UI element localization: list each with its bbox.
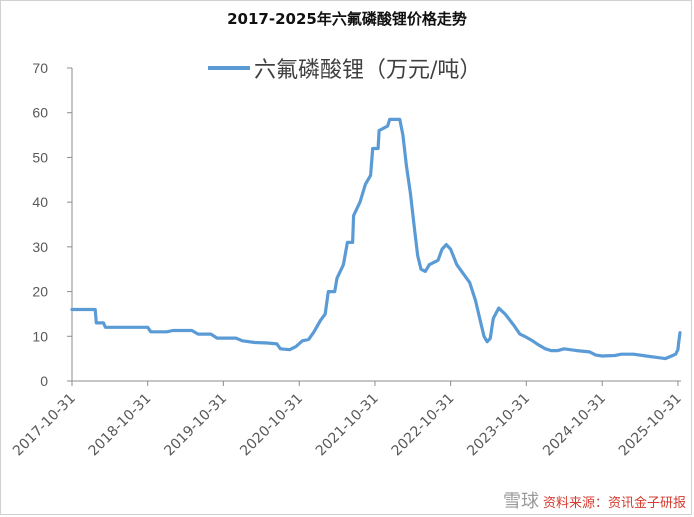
- y-tick-label: 70: [32, 60, 48, 76]
- x-tick-label: 2018-10-31: [86, 391, 155, 460]
- chart-title: 2017-2025年六氟磷酸锂价格走势: [227, 10, 467, 28]
- y-tick-label: 0: [40, 373, 48, 389]
- y-tick-label: 10: [32, 328, 48, 344]
- x-tick-label: 2024-10-31: [540, 391, 609, 460]
- x-tick-label: 2022-10-31: [389, 391, 458, 460]
- series-line: [70, 117, 682, 361]
- y-tick-label: 20: [32, 284, 48, 300]
- x-tick-label: 2017-10-31: [10, 391, 79, 460]
- x-tick-label: 2021-10-31: [313, 391, 382, 460]
- watermark-brand: 雪球: [502, 491, 539, 512]
- legend-label: 六氟磷酸锂（万元/吨）: [254, 58, 481, 83]
- x-tick-label: 2019-10-31: [161, 391, 230, 460]
- y-tick-label: 60: [32, 105, 48, 121]
- watermark-text: 资料来源：资讯金子研报: [542, 496, 686, 511]
- x-tick-label: 2023-10-31: [464, 391, 533, 460]
- y-tick-label: 40: [32, 194, 48, 210]
- y-tick-label: 50: [32, 149, 48, 165]
- watermark: 雪球 资料来源：资讯金子研报: [503, 487, 686, 513]
- x-tick-label: 2025-10-31: [616, 391, 685, 460]
- x-tick-label: 2020-10-31: [237, 391, 306, 460]
- y-tick-label: 30: [32, 239, 48, 255]
